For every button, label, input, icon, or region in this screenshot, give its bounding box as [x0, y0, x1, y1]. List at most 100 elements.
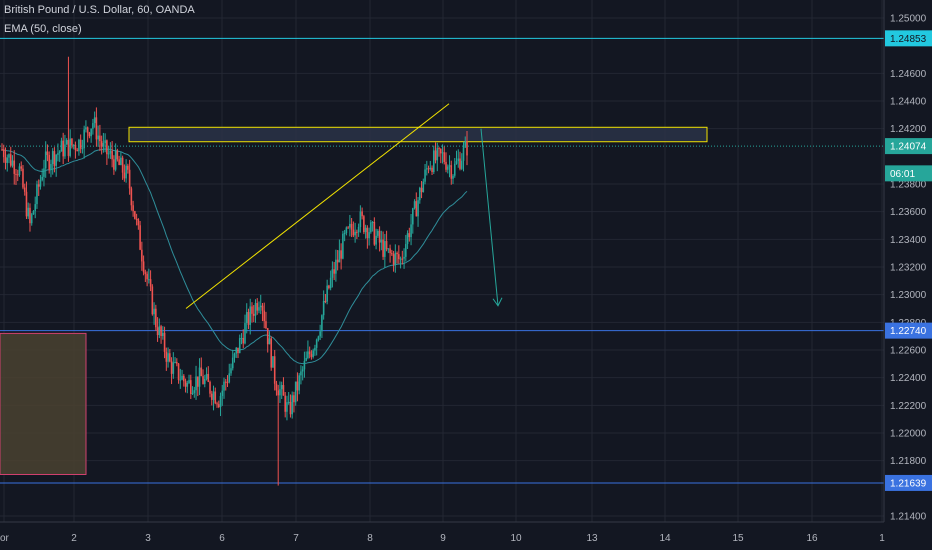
candle [223, 377, 225, 399]
candle [410, 214, 412, 246]
time-tick-label: 6 [219, 533, 225, 544]
candle-body [212, 391, 215, 400]
candle-body [32, 211, 35, 215]
candle-body [127, 165, 129, 170]
candle-body [352, 229, 355, 236]
candle-body [415, 201, 418, 217]
candle [343, 229, 346, 242]
candle [361, 207, 363, 220]
price-tag [885, 165, 932, 182]
candle [224, 378, 227, 391]
candle [434, 142, 437, 164]
candle-body [36, 184, 38, 205]
candle [324, 293, 327, 304]
candle-body [398, 254, 400, 260]
candle [275, 380, 278, 396]
candle [345, 226, 348, 236]
candle-body [375, 235, 377, 245]
candle [301, 366, 304, 381]
candle [113, 155, 115, 175]
candle-body [53, 151, 56, 166]
candle [439, 148, 442, 164]
candle [11, 155, 14, 168]
candle [373, 217, 376, 246]
candle-body [349, 223, 351, 228]
candle-body [8, 154, 10, 158]
candle [377, 229, 379, 238]
candle-body [450, 165, 453, 179]
candle-body [88, 132, 91, 137]
candle [387, 248, 390, 254]
candle-body [453, 163, 456, 176]
candle [441, 144, 444, 164]
candle [335, 249, 337, 282]
candle-body [62, 140, 64, 157]
candle-body [81, 148, 84, 150]
candle [272, 356, 274, 368]
candle [99, 124, 101, 151]
candle [408, 227, 411, 242]
price-tag [885, 138, 932, 155]
candle [198, 358, 201, 396]
candle [329, 270, 332, 291]
candle [153, 302, 155, 325]
candle [216, 401, 218, 408]
candle [118, 155, 120, 166]
candle [453, 158, 456, 178]
candle [71, 138, 73, 149]
candle-body [385, 241, 388, 250]
candle [134, 210, 136, 220]
candle [284, 392, 286, 418]
candle [237, 347, 239, 359]
candle-body [322, 300, 325, 316]
candle [308, 346, 311, 359]
price-tag [885, 30, 932, 47]
candle-body [22, 168, 24, 188]
candle [67, 56, 70, 162]
candle [263, 302, 266, 329]
price-axis[interactable]: 1.25000 1.24600 1.24400 1.24200 1.23800 1.236… [883, 0, 932, 550]
candle [44, 141, 47, 178]
candle-body [209, 381, 211, 394]
candle-body [363, 216, 365, 233]
candle-body [391, 253, 393, 255]
candle [41, 168, 44, 182]
candle-body [427, 168, 430, 170]
time-axis[interactable]: or 2 3 6 7 8 9 10 13 14 15 16 1 [0, 521, 885, 550]
candle [429, 160, 432, 171]
candle-body [114, 150, 117, 170]
candle-body [265, 321, 267, 329]
candle [289, 394, 292, 418]
candle [359, 205, 362, 233]
candle [76, 148, 78, 152]
candle-body [317, 336, 320, 340]
candle [258, 301, 260, 314]
candle [55, 153, 57, 177]
price-tick-label: 1.24600 [890, 69, 927, 80]
candle [177, 362, 180, 384]
candle [163, 326, 166, 359]
candle-body [282, 385, 285, 396]
candle [188, 374, 190, 385]
candle [321, 314, 323, 338]
ema-legend[interactable]: EMA (50, close) [4, 23, 82, 35]
price-tag-label: 06:01 [890, 169, 915, 180]
candle-body [198, 367, 201, 387]
candle-body [118, 159, 120, 165]
candle [315, 338, 318, 356]
candle [326, 279, 328, 305]
candle-body [181, 375, 183, 380]
candle [86, 126, 89, 143]
candle-body [333, 269, 335, 274]
candle-body [20, 166, 23, 169]
candle-body [384, 241, 386, 257]
candle [141, 241, 143, 271]
candle-body [160, 326, 162, 337]
candle-body [217, 404, 220, 407]
candle [13, 150, 16, 185]
candle-body [356, 231, 358, 233]
candle-body [195, 376, 197, 391]
symbol-legend[interactable]: British Pound / U.S. Dollar, 60, OANDA [4, 4, 195, 16]
price-tick-label: 1.22400 [890, 373, 927, 384]
